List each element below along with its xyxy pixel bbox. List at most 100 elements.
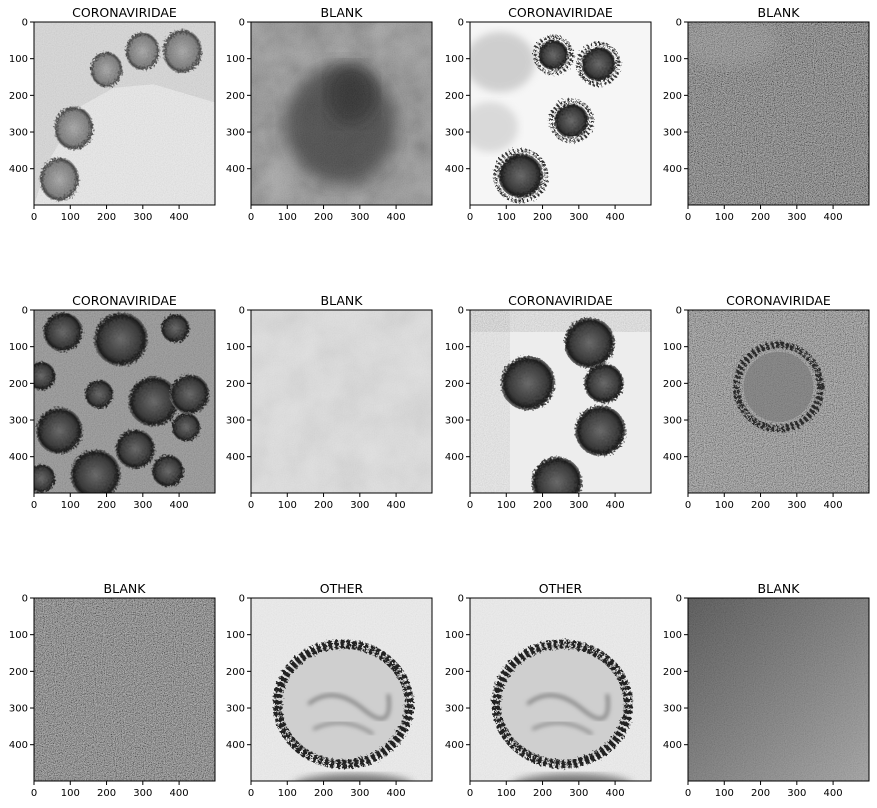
y-tick-label: 200 xyxy=(9,379,28,390)
panel-title: BLANK xyxy=(321,293,364,308)
x-tick-label: 200 xyxy=(97,500,116,511)
x-tick-label: 100 xyxy=(715,500,734,511)
x-tick-label: 0 xyxy=(467,212,473,223)
x-tick-label: 100 xyxy=(61,500,80,511)
y-tick-label: 0 xyxy=(22,18,28,29)
y-tick-label: 300 xyxy=(663,128,682,139)
x-tick-label: 100 xyxy=(61,212,80,223)
axes-frame xyxy=(250,309,433,494)
x-tick-label: 100 xyxy=(715,212,734,223)
x-tick-label: 300 xyxy=(350,212,369,223)
y-tick-label: 0 xyxy=(676,594,682,605)
y-tick-label: 400 xyxy=(226,452,245,463)
x-tick-label: 300 xyxy=(787,500,806,511)
y-tick-label: 300 xyxy=(9,128,28,139)
panel-image xyxy=(34,310,215,493)
image-panel: CORONAVIRIDAE 0 100 200 300 400 0 100 200 300 400 xyxy=(445,293,652,511)
x-tick-label: 200 xyxy=(533,788,552,799)
x-tick-label: 400 xyxy=(170,788,189,799)
panel-title: BLANK xyxy=(321,5,364,20)
x-tick-label: 300 xyxy=(787,788,806,799)
x-tick-label: 400 xyxy=(824,788,843,799)
y-tick-label: 100 xyxy=(445,54,464,65)
x-tick-label: 200 xyxy=(751,212,770,223)
y-tick-label: 100 xyxy=(9,630,28,641)
y-tick-label: 400 xyxy=(663,164,682,175)
x-tick-label: 400 xyxy=(606,788,625,799)
y-tick-label: 300 xyxy=(226,416,245,427)
x-tick-label: 100 xyxy=(497,500,516,511)
y-tick-label: 400 xyxy=(9,164,28,175)
axes-frame xyxy=(469,21,652,206)
y-tick-label: 100 xyxy=(226,630,245,641)
y-tick-label: 0 xyxy=(22,306,28,317)
x-tick-label: 200 xyxy=(314,212,333,223)
y-tick-label: 400 xyxy=(663,740,682,751)
y-tick-label: 400 xyxy=(226,740,245,751)
x-tick-label: 300 xyxy=(350,788,369,799)
axes-frame xyxy=(687,597,870,782)
x-tick-label: 100 xyxy=(278,788,297,799)
panel-image xyxy=(34,22,215,205)
x-tick-label: 0 xyxy=(467,500,473,511)
image-panel: BLANK 0 100 200 300 400 0 100 200 300 400 xyxy=(9,581,216,799)
x-tick-label: 0 xyxy=(31,788,37,799)
x-tick-label: 200 xyxy=(314,500,333,511)
x-tick-label: 0 xyxy=(248,788,254,799)
panel-title: BLANK xyxy=(104,581,147,596)
x-tick-label: 200 xyxy=(314,788,333,799)
x-tick-label: 200 xyxy=(97,212,116,223)
y-tick-label: 300 xyxy=(9,704,28,715)
x-tick-label: 200 xyxy=(533,500,552,511)
panel-title: CORONAVIRIDAE xyxy=(72,5,177,20)
x-tick-label: 0 xyxy=(248,212,254,223)
y-tick-label: 200 xyxy=(9,91,28,102)
panel-image xyxy=(688,310,869,493)
y-tick-label: 100 xyxy=(663,342,682,353)
y-tick-label: 300 xyxy=(226,128,245,139)
axes-frame xyxy=(687,21,870,206)
x-tick-label: 300 xyxy=(569,212,588,223)
panel-title: OTHER xyxy=(320,581,364,596)
y-tick-label: 0 xyxy=(458,306,464,317)
x-tick-label: 0 xyxy=(248,500,254,511)
x-tick-label: 400 xyxy=(170,212,189,223)
y-tick-label: 100 xyxy=(445,342,464,353)
panel-image xyxy=(251,598,432,781)
x-tick-label: 0 xyxy=(31,212,37,223)
x-tick-label: 300 xyxy=(569,500,588,511)
image-panel: OTHER 0 100 200 300 400 0 100 200 300 400 xyxy=(445,581,652,799)
x-tick-label: 400 xyxy=(606,500,625,511)
x-tick-label: 200 xyxy=(97,788,116,799)
x-tick-label: 0 xyxy=(685,212,691,223)
x-tick-label: 300 xyxy=(350,500,369,511)
image-panel: CORONAVIRIDAE 0 100 200 300 400 0 100 200 300 400 xyxy=(445,5,652,223)
y-tick-label: 0 xyxy=(22,594,28,605)
image-panel: OTHER 0 100 200 300 400 0 100 200 300 400 xyxy=(226,581,433,799)
y-tick-label: 200 xyxy=(445,667,464,678)
panel-image xyxy=(251,22,432,205)
x-tick-label: 100 xyxy=(278,500,297,511)
x-tick-label: 400 xyxy=(170,500,189,511)
panel-title: CORONAVIRIDAE xyxy=(508,293,613,308)
x-tick-label: 200 xyxy=(751,500,770,511)
y-tick-label: 100 xyxy=(9,342,28,353)
y-tick-label: 200 xyxy=(663,91,682,102)
x-tick-label: 0 xyxy=(31,500,37,511)
x-tick-label: 300 xyxy=(133,212,152,223)
x-tick-label: 400 xyxy=(606,212,625,223)
panel-image xyxy=(470,22,651,205)
x-tick-label: 300 xyxy=(569,788,588,799)
y-tick-label: 300 xyxy=(9,416,28,427)
axes-frame xyxy=(687,309,870,494)
panel-title: CORONAVIRIDAE xyxy=(508,5,613,20)
panel-title: OTHER xyxy=(539,581,583,596)
y-tick-label: 100 xyxy=(226,54,245,65)
y-tick-label: 0 xyxy=(239,594,245,605)
axes-frame xyxy=(33,309,216,494)
y-tick-label: 100 xyxy=(663,54,682,65)
y-tick-label: 200 xyxy=(226,379,245,390)
panel-title: CORONAVIRIDAE xyxy=(72,293,177,308)
panel-image xyxy=(251,310,432,493)
